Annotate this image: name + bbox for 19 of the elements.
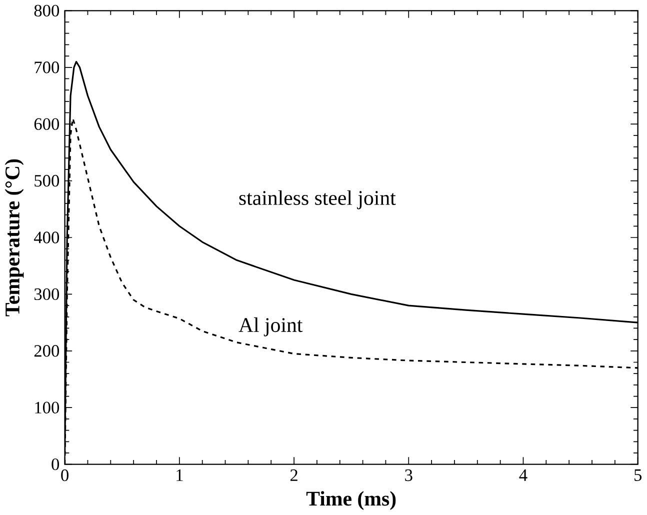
series-label: Al joint (238, 318, 303, 336)
y-tick-label: 800 (34, 4, 60, 17)
x-tick-label: 4 (519, 470, 528, 481)
x-tick-label: 0 (61, 470, 68, 482)
x-tick-label: 3 (405, 470, 412, 482)
y-tick-label: 700 (34, 62, 60, 74)
y-tick-label: 500 (34, 175, 60, 187)
y-axis-title: Temperature (°C) (4, 159, 24, 316)
y-tick-label: 600 (34, 118, 60, 130)
y-tick-label: 100 (35, 402, 60, 414)
y-tick-label: 300 (34, 288, 60, 300)
x-tick-label: 5 (634, 470, 642, 482)
y-tick-label: 200 (34, 345, 60, 357)
x-axis-title: Time (ms) (306, 491, 396, 510)
x-tick-label: 2 (290, 470, 298, 482)
y-tick-label: 0 (52, 458, 60, 470)
text: stainless steel joint (239, 190, 396, 210)
x-tick-label: 1 (176, 470, 183, 481)
y-tick-label: 400 (34, 232, 60, 244)
